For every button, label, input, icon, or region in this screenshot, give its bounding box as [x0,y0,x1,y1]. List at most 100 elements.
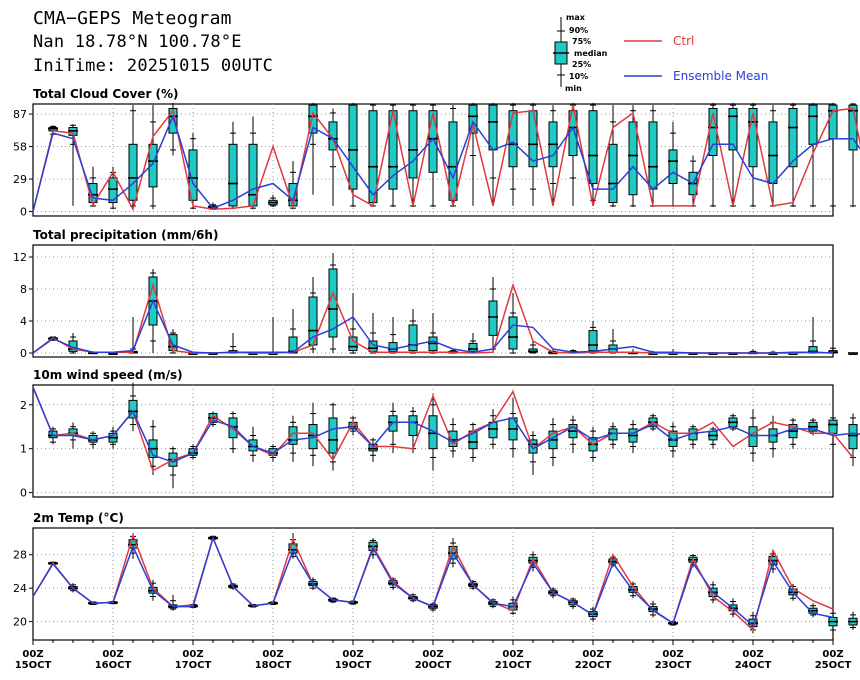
panel-title: Total Cloud Cover (%) [33,87,179,101]
box-4 [108,426,118,449]
y-tick-label: 4 [20,315,27,328]
legend-min: min [565,84,582,93]
box-5 [128,105,138,208]
box-iqr [368,110,378,204]
x-tick-label-bottom: 19OCT [335,660,372,671]
box-iqr [728,107,738,151]
box-iqr [648,121,658,190]
x-tick-label-bottom: 23OCT [655,660,692,671]
box-38 [788,417,798,449]
x-tick-label-top: 00Z [182,649,203,660]
y-tick-label: 0 [20,206,27,219]
box-iqr [128,143,138,201]
x-tick-label-bottom: 16OCT [95,660,132,671]
location-label: Nan 18.78°N 100.78°E [33,32,242,52]
box-iqr [428,110,438,173]
box-26 [548,417,558,467]
box-iqr [848,424,858,450]
box-23 [488,277,498,353]
box-iqr [148,143,158,188]
box-6 [148,105,158,210]
box-iqr [628,121,638,196]
box-iqr [128,399,138,419]
x-tick-label-bottom: 20OCT [415,660,452,671]
page-title: CMA−GEPS Meteogram [33,8,232,29]
box-iqr [168,107,178,134]
y-tick-label: 24 [13,582,27,595]
box-iqr [588,330,598,352]
box-iqr [828,419,838,434]
box-iqr [328,417,338,454]
legend-p25-label: 25% [572,60,591,69]
box-iqr [428,415,438,450]
box-iqr [368,443,378,452]
ctrl-line [32,104,860,212]
y-tick-label: 0 [20,347,27,360]
legend-max: max [566,13,586,22]
box-iqr [488,300,498,336]
box-17 [368,313,378,354]
y-tick-label: 8 [20,283,27,296]
box-38 [788,102,798,208]
x-tick-label-bottom: 21OCT [495,660,532,671]
box-iqr [488,104,498,151]
panel-1: Total precipitation (mm/6h) 0 4 8 12 [13,228,858,360]
x-tick-label-top: 00Z [102,649,123,660]
x-tick-label-top: 00Z [662,649,683,660]
y-tick-label: 20 [13,616,27,629]
y-tick-label: 87 [13,108,27,121]
y-tick-label: 0 [20,487,27,500]
x-tick-label-bottom: 17OCT [175,660,212,671]
box-iqr [468,342,478,352]
box-9 [208,411,218,427]
x-tick-label-bottom: 25OCT [815,660,852,671]
x-tick-label-bottom: 24OCT [735,660,772,671]
box-iqr [348,336,358,352]
box-iqr [448,121,458,201]
box-iqr [288,336,298,354]
x-tick-label-top: 00Z [502,649,523,660]
box-iqr [408,415,418,437]
box-12 [268,194,278,208]
box-8 [188,133,198,210]
box-iqr [508,110,518,168]
y-tick-label: 29 [13,173,27,186]
box-iqr [108,177,118,204]
panel-2: 10m wind speed (m/s) 0 1 2 [20,368,860,500]
box-20 [428,313,438,354]
x-tick-label-top: 00Z [22,649,43,660]
box-iqr [788,107,798,168]
box-iqr [188,149,198,201]
box-iqr [808,346,818,354]
box-35 [728,102,738,208]
y-tick-label: 1 [20,443,27,456]
x-tick-label-bottom: 15OCT [15,660,52,671]
box-16 [348,102,358,208]
box-24 [508,293,518,354]
box-iqr [468,104,478,134]
box-18 [388,104,398,208]
box-iqr [248,439,258,452]
box-41 [848,352,858,355]
box-17 [368,437,378,462]
box-40 [828,609,838,634]
x-tick-label-top: 00Z [422,649,443,660]
legend-ctrl-label: Ctrl [673,34,694,48]
panel-title: 2m Temp (°C) [33,511,124,525]
box-2 [68,124,78,206]
box-28 [588,321,598,354]
box-30 [628,105,638,208]
box-iqr [348,104,358,190]
x-tick-label-top: 00Z [822,649,843,660]
panel-title: Total precipitation (mm/6h) [33,228,218,242]
y-tick-label: 2 [20,399,27,412]
box-iqr [448,430,458,447]
x-tick-label-top: 00Z [342,649,363,660]
mean-line [32,299,834,354]
x-tick-label-top: 00Z [582,649,603,660]
legend-p90-label: 90% [569,26,588,35]
x-tick-label-bottom: 18OCT [255,660,292,671]
box-iqr [808,104,818,145]
